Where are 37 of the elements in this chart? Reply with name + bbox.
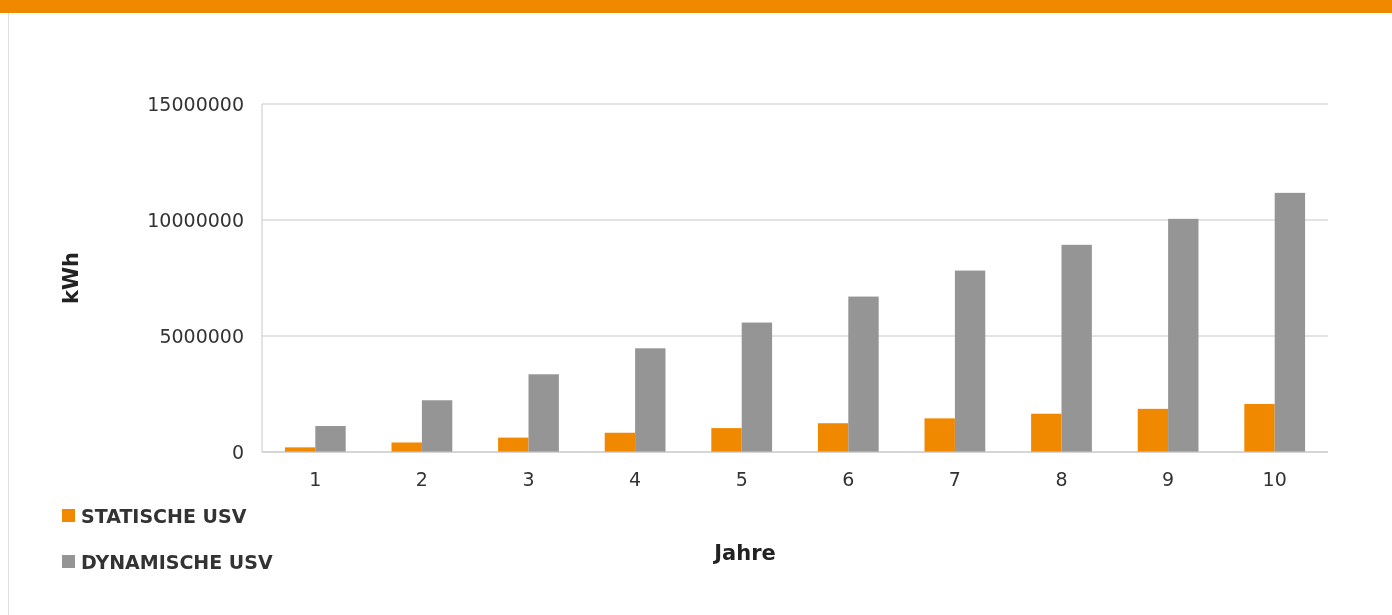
bar — [635, 348, 666, 452]
bar — [711, 428, 742, 452]
bar — [421, 400, 453, 452]
x-tick-label: 1 — [309, 468, 322, 490]
bar — [817, 423, 849, 452]
x-tick-label: 8 — [1055, 468, 1068, 490]
x-tick-label: 5 — [735, 468, 748, 490]
x-tick-label: 2 — [415, 468, 428, 490]
bar — [1061, 244, 1092, 452]
legend-label: STATISCHE USV — [81, 504, 247, 527]
y-tick-label: 15000000 — [147, 92, 244, 115]
x-tick-label: 10 — [1262, 468, 1287, 490]
bar — [848, 296, 879, 452]
bar — [924, 418, 955, 452]
x-tick-label: 7 — [948, 468, 961, 490]
bar — [498, 437, 529, 452]
y-tick-label: 0 — [231, 440, 244, 463]
bar — [391, 442, 422, 452]
bar — [1274, 192, 1306, 452]
bar — [1244, 403, 1275, 452]
y-tick-label: 10000000 — [147, 208, 244, 231]
bar — [528, 374, 559, 452]
x-tick-label: 6 — [842, 468, 855, 490]
x-tick-label: 9 — [1162, 468, 1175, 490]
legend-label: DYNAMISCHE USV — [81, 550, 273, 573]
bar — [315, 426, 346, 452]
bar — [1168, 218, 1199, 452]
x-tick-label: 3 — [522, 468, 535, 490]
y-tick-label: 5000000 — [159, 324, 244, 347]
bar — [1137, 408, 1169, 452]
bar — [604, 432, 636, 452]
x-axis-title: Jahre — [712, 541, 776, 565]
bar — [741, 322, 773, 452]
x-tick-label: 4 — [629, 468, 642, 490]
bar — [1031, 413, 1062, 452]
bar — [954, 270, 986, 452]
y-axis-title: kWh — [59, 251, 83, 305]
